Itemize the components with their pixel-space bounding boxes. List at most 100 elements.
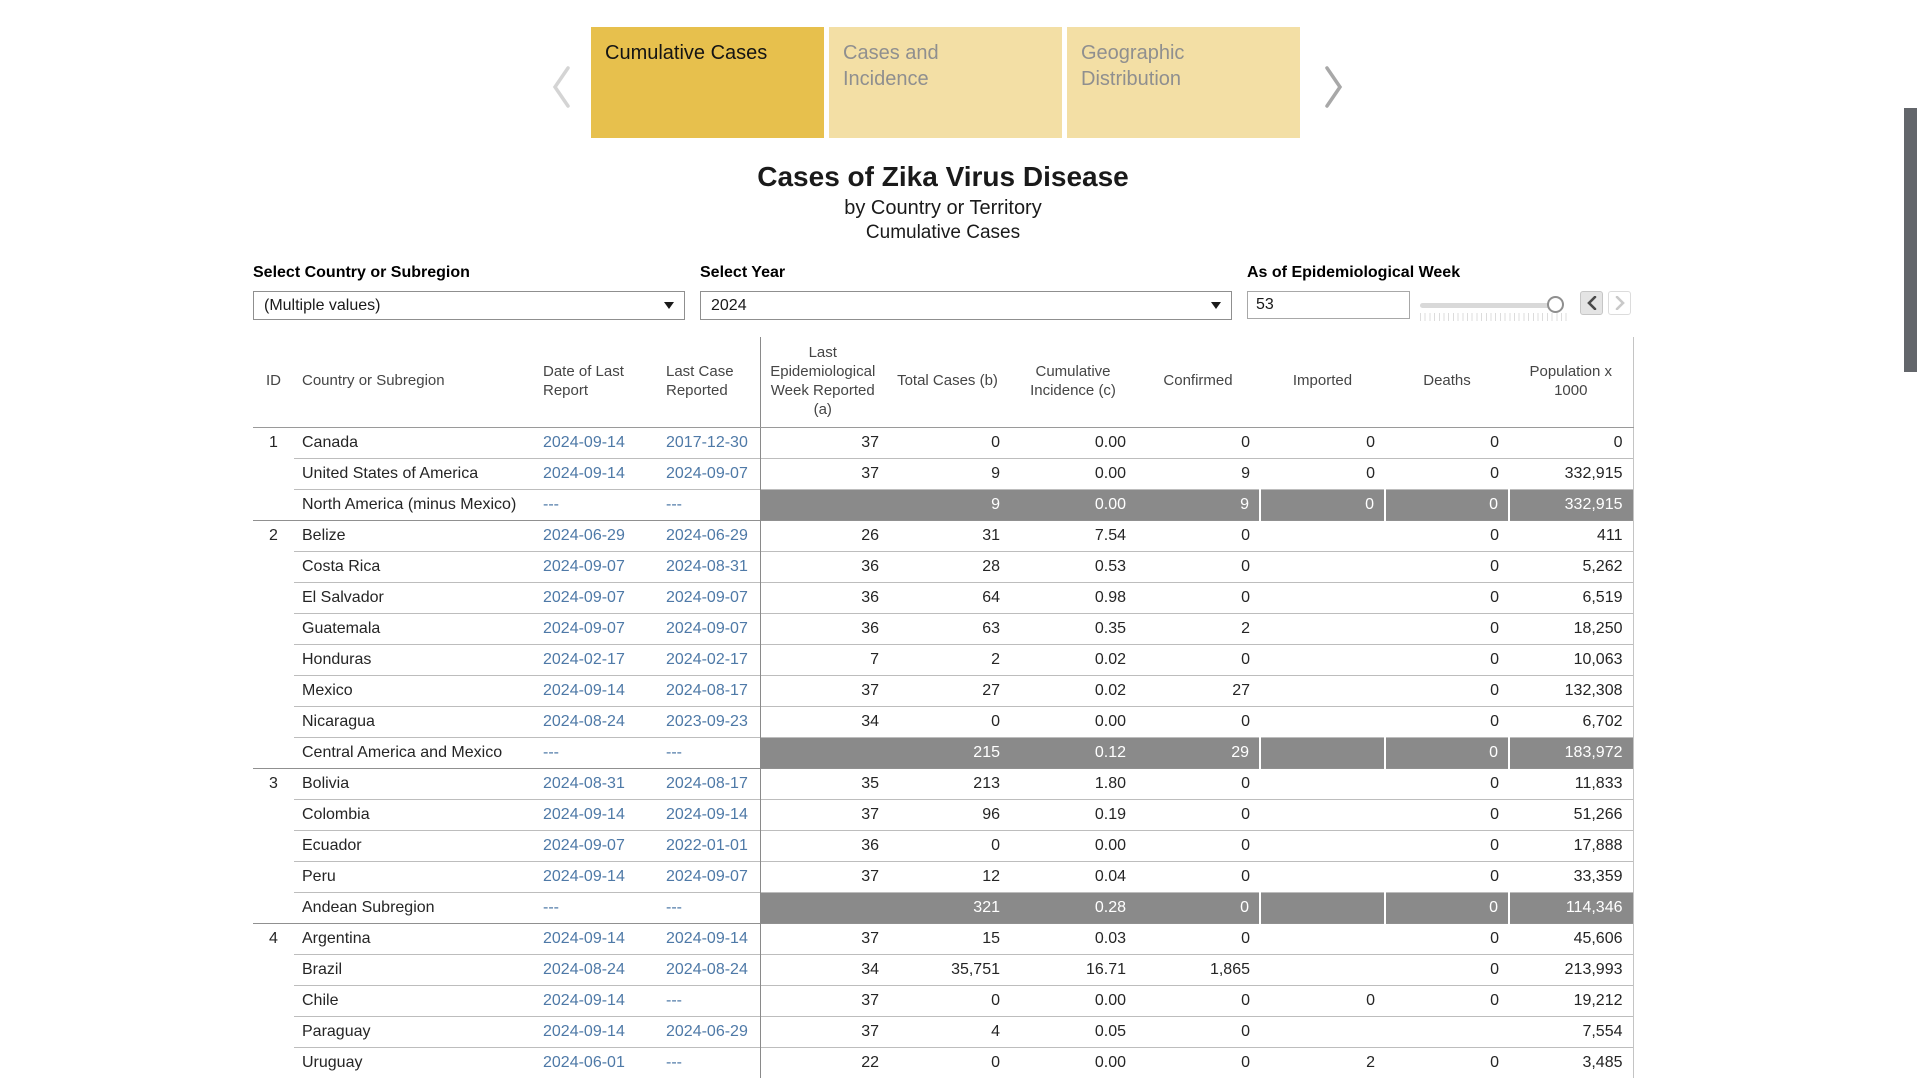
tab-label: Cumulative Cases <box>605 42 767 64</box>
cell-date-of-last-report-link[interactable]: --- <box>535 737 658 768</box>
cell-date-of-last-report-link[interactable]: 2024-09-14 <box>535 799 658 830</box>
cell-last-case-reported-link[interactable]: 2024-08-17 <box>658 675 760 706</box>
cell-last-case-reported-link[interactable]: 2024-09-07 <box>658 861 760 892</box>
cell-confirmed: 27 <box>1136 675 1260 706</box>
cell-imported <box>1260 923 1385 954</box>
cell-date-of-last-report-link[interactable]: 2024-09-07 <box>535 613 658 644</box>
cell-cumulative-incidence: 0.00 <box>1010 985 1136 1016</box>
cell-cumulative-incidence: 0.00 <box>1010 830 1136 861</box>
cell-deaths: 0 <box>1385 1047 1509 1078</box>
cell-date-of-last-report-link[interactable]: 2024-06-29 <box>535 520 658 551</box>
cell-date-of-last-report-link[interactable]: 2024-09-14 <box>535 458 658 489</box>
cell-last-case-reported-link[interactable]: 2024-09-07 <box>658 582 760 613</box>
table-row: Guatemala2024-09-072024-09-0736630.35201… <box>253 613 1633 644</box>
cell-imported <box>1260 706 1385 737</box>
tab-cumulative-cases[interactable]: Cumulative Cases <box>591 27 824 138</box>
cell-deaths: 0 <box>1385 737 1509 768</box>
cell-confirmed: 0 <box>1136 551 1260 582</box>
cell-population: 11,833 <box>1509 768 1633 799</box>
cell-deaths: 0 <box>1385 613 1509 644</box>
cell-last-epi-week: 37 <box>760 799 885 830</box>
cell-population: 18,250 <box>1509 613 1633 644</box>
cell-total-cases: 15 <box>885 923 1010 954</box>
cell-last-case-reported-link[interactable]: 2024-02-17 <box>658 644 760 675</box>
week-slider-track[interactable] <box>1420 303 1562 308</box>
tabs-prev-chevron-icon[interactable] <box>549 64 575 110</box>
cell-date-of-last-report-link[interactable]: 2024-09-14 <box>535 861 658 892</box>
cell-date-of-last-report-link[interactable]: 2024-09-07 <box>535 551 658 582</box>
cell-last-case-reported-link[interactable]: 2022-01-01 <box>658 830 760 861</box>
cell-last-case-reported-link[interactable]: 2024-08-17 <box>658 768 760 799</box>
cell-last-case-reported-link[interactable]: 2024-08-31 <box>658 551 760 582</box>
country-filter-value: (Multiple values) <box>264 297 664 315</box>
cell-date-of-last-report-link[interactable]: 2024-09-14 <box>535 985 658 1016</box>
cell-last-case-reported-link[interactable]: --- <box>658 985 760 1016</box>
cell-cumulative-incidence: 7.54 <box>1010 520 1136 551</box>
cell-id <box>253 582 294 613</box>
cell-last-case-reported-link[interactable]: 2024-09-07 <box>658 613 760 644</box>
cell-country: Guatemala <box>294 613 535 644</box>
cell-last-case-reported-link[interactable]: 2024-09-07 <box>658 458 760 489</box>
cell-date-of-last-report-link[interactable]: 2024-09-14 <box>535 675 658 706</box>
table-row: Costa Rica2024-09-072024-08-3136280.5300… <box>253 551 1633 582</box>
table-row: Peru2024-09-142024-09-0737120.040033,359 <box>253 861 1633 892</box>
cell-last-case-reported-link[interactable]: 2024-06-29 <box>658 520 760 551</box>
week-input[interactable] <box>1247 291 1410 319</box>
cell-last-case-reported-link[interactable]: 2024-09-14 <box>658 799 760 830</box>
cell-id <box>253 551 294 582</box>
cell-last-case-reported-link[interactable]: 2024-06-29 <box>658 1016 760 1047</box>
cell-date-of-last-report-link[interactable]: --- <box>535 892 658 923</box>
cell-date-of-last-report-link[interactable]: 2024-08-24 <box>535 954 658 985</box>
cell-date-of-last-report-link[interactable]: 2024-09-14 <box>535 923 658 954</box>
cell-date-of-last-report-link[interactable]: 2024-06-01 <box>535 1047 658 1078</box>
year-filter-select[interactable]: 2024 <box>700 291 1232 320</box>
page-subtitle: by Country or Territory <box>253 197 1633 220</box>
cell-date-of-last-report-link[interactable]: 2024-02-17 <box>535 644 658 675</box>
cell-population: 183,972 <box>1509 737 1633 768</box>
cell-country: Canada <box>294 427 535 458</box>
cell-total-cases: 96 <box>885 799 1010 830</box>
country-filter-select[interactable]: (Multiple values) <box>253 291 685 320</box>
table-row: Honduras2024-02-172024-02-17720.020010,0… <box>253 644 1633 675</box>
cell-last-epi-week: 36 <box>760 613 885 644</box>
table-row: Paraguay2024-09-142024-06-293740.0507,55… <box>253 1016 1633 1047</box>
cell-last-case-reported-link[interactable]: 2024-08-24 <box>658 954 760 985</box>
tabs-next-chevron-icon[interactable] <box>1320 64 1346 110</box>
cell-date-of-last-report-link[interactable]: 2024-08-24 <box>535 706 658 737</box>
cell-confirmed: 0 <box>1136 830 1260 861</box>
week-prev-button[interactable] <box>1580 291 1603 315</box>
cell-last-case-reported-link[interactable]: 2023-09-23 <box>658 706 760 737</box>
cell-country: Central America and Mexico <box>294 737 535 768</box>
col-header-date-of-last-report: Date of Last Report <box>535 337 658 427</box>
cell-confirmed: 0 <box>1136 861 1260 892</box>
cell-imported <box>1260 830 1385 861</box>
cell-last-epi-week: 37 <box>760 985 885 1016</box>
cell-date-of-last-report-link[interactable]: 2024-09-14 <box>535 1016 658 1047</box>
tab-geographic-distribution[interactable]: Geographic Distribution <box>1067 27 1300 138</box>
cell-last-case-reported-link[interactable]: 2024-09-14 <box>658 923 760 954</box>
week-slider-handle[interactable] <box>1547 296 1564 313</box>
page-scrollbar-thumb[interactable] <box>1904 108 1917 372</box>
cell-date-of-last-report-link[interactable]: 2024-09-14 <box>535 427 658 458</box>
cell-date-of-last-report-link[interactable]: 2024-09-07 <box>535 830 658 861</box>
cell-date-of-last-report-link[interactable]: 2024-08-31 <box>535 768 658 799</box>
cell-imported: 0 <box>1260 985 1385 1016</box>
tab-cases-and-incidence[interactable]: Cases and Incidence <box>829 27 1062 138</box>
cell-last-epi-week: 37 <box>760 923 885 954</box>
cell-id <box>253 737 294 768</box>
cell-id <box>253 1016 294 1047</box>
cell-last-case-reported-link[interactable]: 2017-12-30 <box>658 427 760 458</box>
cell-confirmed: 0 <box>1136 799 1260 830</box>
cell-total-cases: 9 <box>885 489 1010 520</box>
cell-date-of-last-report-link[interactable]: --- <box>535 489 658 520</box>
cell-date-of-last-report-link[interactable]: 2024-09-07 <box>535 582 658 613</box>
cell-last-case-reported-link[interactable]: --- <box>658 737 760 768</box>
cell-population: 51,266 <box>1509 799 1633 830</box>
cell-total-cases: 321 <box>885 892 1010 923</box>
cell-last-epi-week: 35 <box>760 768 885 799</box>
week-next-button[interactable] <box>1608 291 1631 315</box>
cell-deaths <box>1385 1016 1509 1047</box>
cell-last-case-reported-link[interactable]: --- <box>658 489 760 520</box>
cell-last-case-reported-link[interactable]: --- <box>658 1047 760 1078</box>
cell-last-case-reported-link[interactable]: --- <box>658 892 760 923</box>
